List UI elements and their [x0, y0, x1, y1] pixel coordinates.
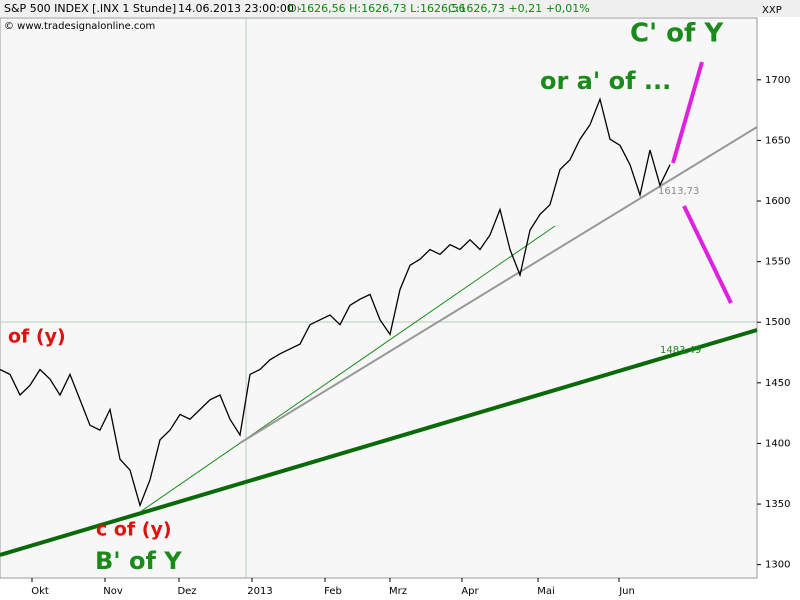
annotation: c of (y): [96, 519, 172, 541]
x-tick-label: Dez: [177, 586, 196, 597]
x-tick-label: Mai: [537, 586, 555, 597]
y-tick-label: 1600: [765, 196, 790, 207]
axis-label: XXP: [762, 5, 782, 16]
projection-down: [682, 205, 733, 304]
x-tick-label: Okt: [31, 586, 49, 597]
annotation: 1483,49: [660, 345, 701, 356]
source: © www.tradesignalonline.com: [4, 21, 155, 32]
trendline-minor: [139, 225, 556, 513]
y-tick-label: 1500: [765, 317, 790, 328]
y-tick-label: 1700: [765, 75, 790, 86]
annotation: of (y): [8, 326, 66, 348]
x-tick-label: Nov: [103, 586, 123, 597]
x-tick-label: Mrz: [389, 586, 407, 597]
y-tick-label: 1550: [765, 257, 790, 268]
header-ohlc: O:1626,56 H:1626,73 L:1626,56: [288, 2, 465, 15]
header-close: C:1626,73 +0,21 +0,01%: [448, 2, 590, 15]
trendline-support: [239, 126, 758, 444]
y-tick-label: 1300: [765, 560, 790, 571]
trendline-major: [0, 328, 758, 557]
annotation: 1613,73: [658, 186, 699, 197]
projection-up: [671, 61, 704, 164]
x-tick-label: Apr: [461, 586, 479, 597]
annotation: or a' of ...: [540, 67, 671, 95]
header-bar: [0, 0, 800, 17]
y-tick-label: 1400: [765, 438, 790, 449]
plot-area: [0, 17, 758, 579]
y-tick-label: 1350: [765, 499, 790, 510]
y-tick-label: 1650: [765, 135, 790, 146]
annotation: B' of Y: [95, 547, 182, 575]
x-tick-label: Jun: [618, 586, 635, 597]
y-tick-label: 1450: [765, 378, 790, 389]
header-title: S&P 500 INDEX [.INX 1 Stunde]: [4, 2, 176, 15]
x-tick-label: Feb: [324, 586, 342, 597]
header-time: 14.06.2013 23:00:00 -: [178, 2, 301, 15]
annotation: C' of Y: [630, 19, 724, 49]
x-tick-label: 2013: [247, 586, 272, 597]
price-line: [0, 97, 671, 508]
